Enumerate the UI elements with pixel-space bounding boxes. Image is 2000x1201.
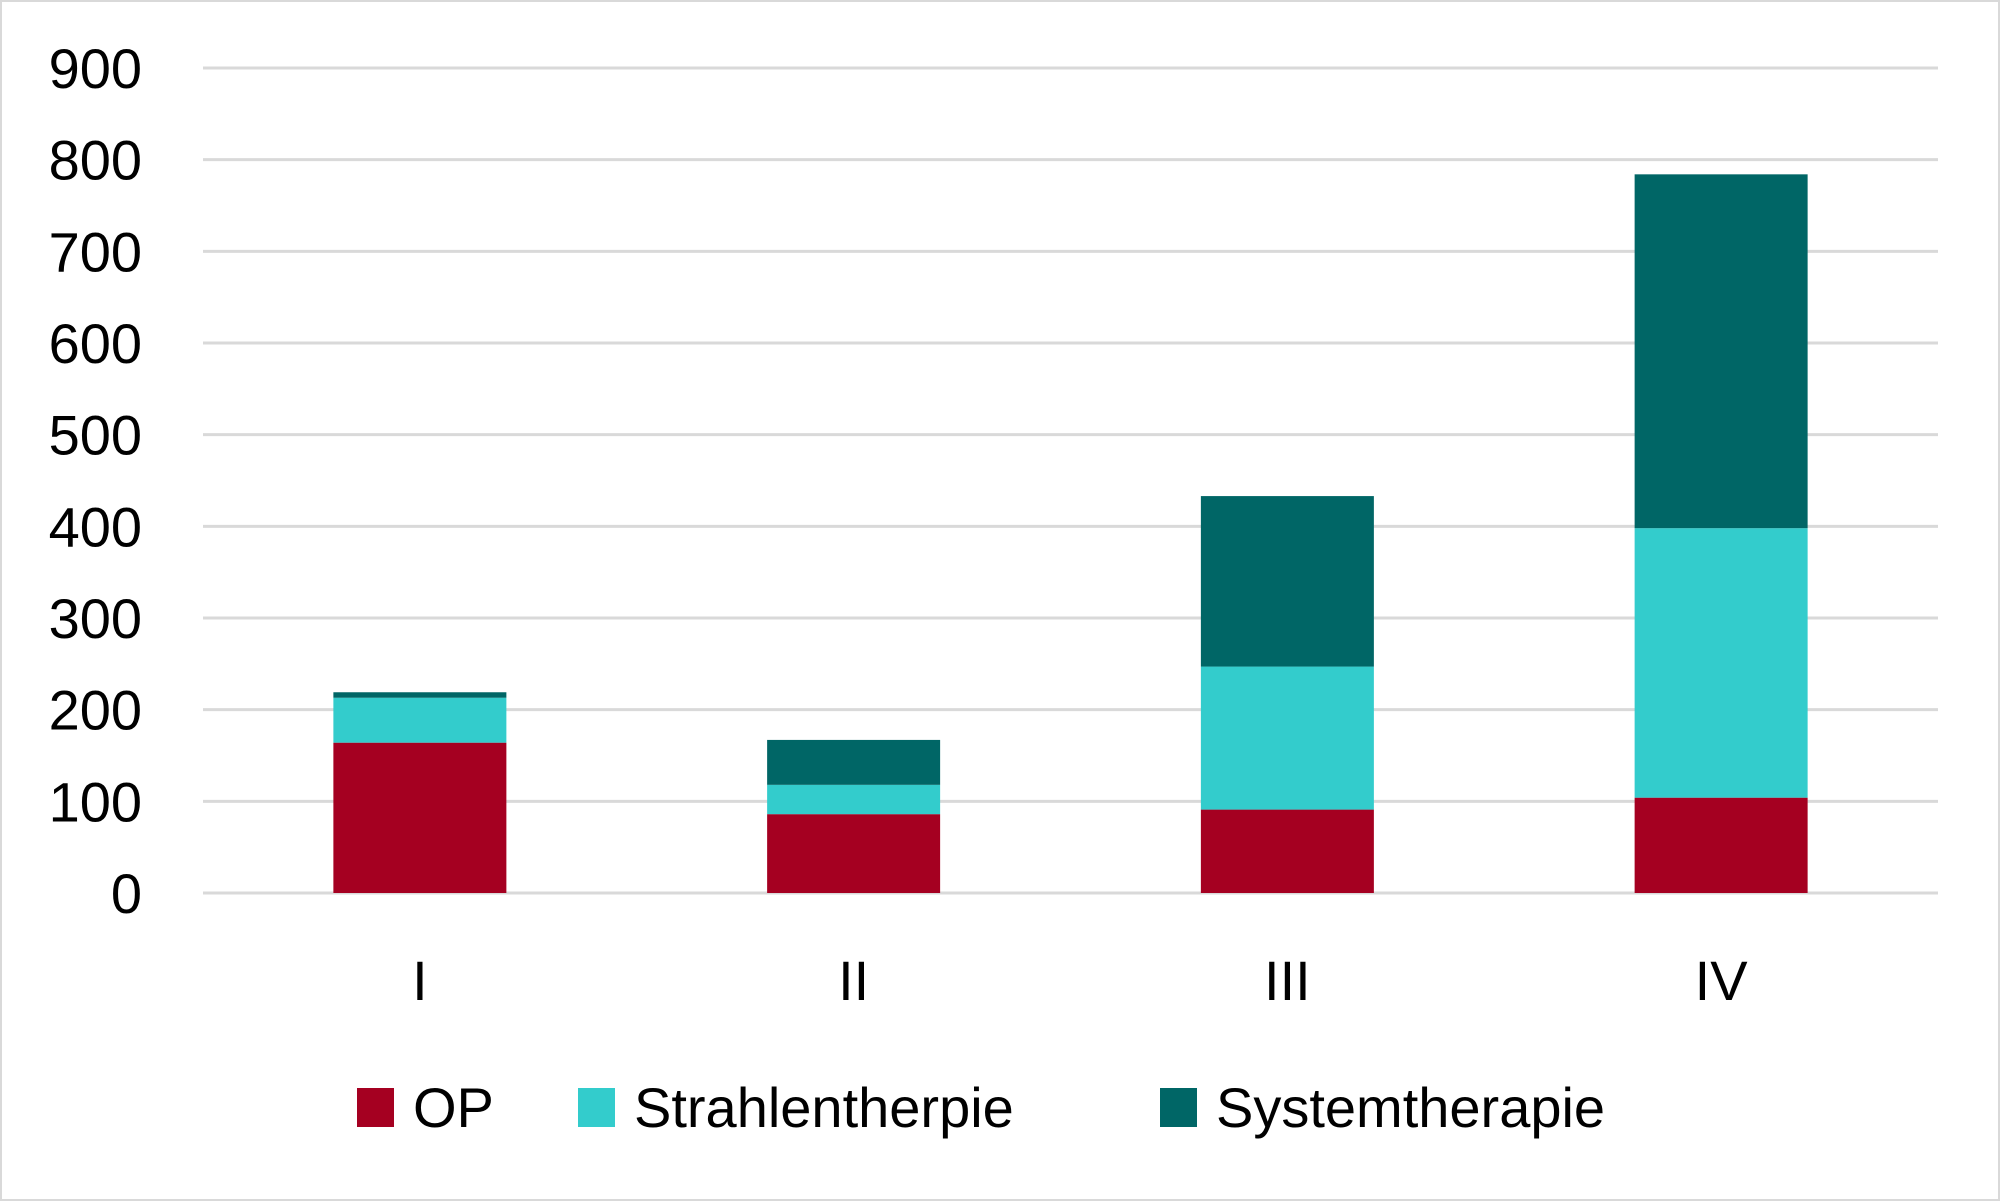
legend: OP Strahlentherpie Systemtherapie [357,1076,1605,1139]
bar-segment [1200,666,1374,810]
bar-segment [1634,797,1808,893]
y-tick-label: 300 [49,587,142,650]
x-tick-label: II [838,949,869,1012]
bar-segment [767,784,941,815]
y-tick-label: 200 [49,679,142,742]
bars [333,174,1808,893]
y-tick-label: 0 [111,862,142,925]
bar-segment [767,814,941,893]
y-tick-label: 700 [49,220,142,283]
x-tick-label: IV [1695,949,1749,1012]
bar-segment [333,742,507,893]
y-tick-label: 900 [49,37,142,100]
y-axis-ticks: 0 100 200 300 400 500 600 700 800 900 [49,37,142,925]
y-tick-label: 800 [49,129,142,192]
bar-segment [1634,174,1808,529]
x-tick-label: I [412,949,428,1012]
bar-segment [333,692,507,698]
bar-segment [1200,496,1374,667]
legend-label: OP [413,1076,494,1139]
x-tick-label: III [1264,949,1311,1012]
bar-segment [1634,528,1808,798]
y-tick-label: 500 [49,404,142,467]
legend-swatch [578,1088,615,1127]
y-tick-label: 100 [49,770,142,833]
bar-segment [333,697,507,743]
x-axis-ticks: I II III IV [412,949,1748,1012]
legend-swatch [1160,1088,1197,1127]
legend-label: Systemtherapie [1216,1076,1605,1139]
legend-swatch [357,1088,394,1127]
legend-label: Strahlentherpie [634,1076,1014,1139]
y-tick-label: 400 [49,495,142,558]
y-tick-label: 600 [49,312,142,375]
bar-segment [767,739,941,785]
bar-segment [1200,809,1374,893]
